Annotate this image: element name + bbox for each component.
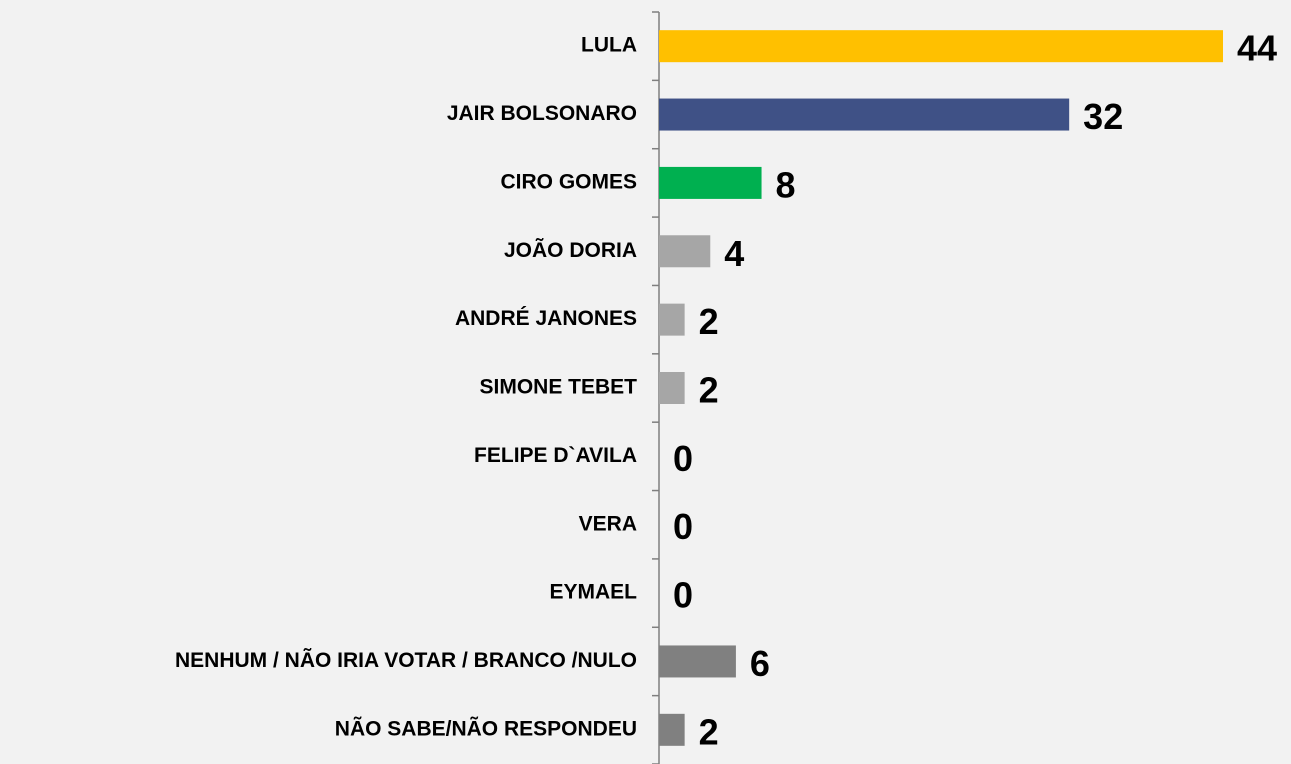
- value-label: 44: [1237, 28, 1277, 69]
- value-label: 0: [673, 438, 693, 479]
- category-label: NENHUM / NÃO IRIA VOTAR / BRANCO /NULO: [175, 649, 637, 672]
- bar: [659, 30, 1223, 63]
- category-label: FELIPE D`AVILA: [474, 444, 637, 467]
- category-label: VERA: [579, 512, 637, 535]
- bar: [659, 166, 762, 199]
- value-label: 8: [776, 164, 796, 205]
- bar: [659, 645, 736, 678]
- category-label: LULA: [581, 34, 637, 57]
- value-label: 2: [699, 711, 719, 752]
- bar: [659, 235, 711, 268]
- category-label: JOÃO DORIA: [504, 239, 637, 262]
- category-label: JAIR BOLSONARO: [447, 102, 637, 125]
- value-label: 32: [1083, 96, 1123, 137]
- category-label: ANDRÉ JANONES: [455, 307, 637, 330]
- bar: [659, 372, 685, 404]
- value-label: 2: [699, 301, 719, 342]
- value-label: 6: [750, 643, 770, 684]
- value-label: 2: [699, 370, 719, 411]
- value-label: 0: [673, 575, 693, 616]
- category-label: SIMONE TEBET: [479, 376, 637, 399]
- value-label: 0: [673, 506, 693, 547]
- value-label: 4: [724, 233, 744, 274]
- category-label: CIRO GOMES: [500, 170, 637, 193]
- bar: [659, 713, 685, 746]
- category-label: NÃO SABE/NÃO RESPONDEU: [335, 717, 637, 740]
- category-label: EYMAEL: [549, 581, 637, 604]
- bar: [659, 303, 685, 336]
- bar: [659, 98, 1070, 131]
